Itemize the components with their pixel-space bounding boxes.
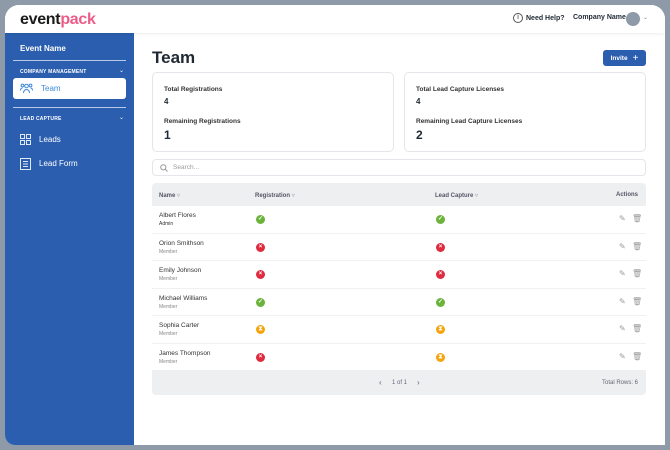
- sidebar-item-lead-form[interactable]: Lead Form: [13, 153, 126, 174]
- form-icon: [20, 157, 31, 170]
- trash-icon[interactable]: 🗑︎: [632, 214, 643, 223]
- lead-capture-status-no-icon: ×: [436, 270, 445, 279]
- edit-icon[interactable]: ✎: [619, 351, 626, 361]
- table-header: Name ▿ Registration ▿ Lead Capture ▿ Act…: [152, 183, 646, 206]
- member-role: Member: [159, 248, 178, 255]
- trash-icon[interactable]: 🗑︎: [632, 269, 643, 278]
- search-icon: [160, 163, 168, 172]
- member-role: Member: [159, 358, 178, 365]
- member-name: James Thompson: [159, 349, 211, 357]
- column-actions: Actions: [615, 192, 638, 198]
- plus-icon: +: [632, 52, 639, 64]
- table-footer: ‹ 1 of 1 › Total Rows: 6: [152, 370, 646, 395]
- total-rows: Total Rows: 6: [601, 380, 638, 386]
- lead-capture-status-no-icon: ×: [436, 242, 445, 252]
- registration-status-no-icon: ×: [256, 242, 265, 252]
- logo[interactable]: eventpack: [20, 11, 96, 28]
- avatar[interactable]: [626, 12, 640, 26]
- member-name: Michael Williams: [159, 294, 208, 302]
- table-row: Michael Williams Member ✓ ✓ ✎ 🗑︎: [152, 289, 646, 316]
- lead-capture-status-ok-icon: ✓: [436, 297, 445, 307]
- chevron-down-icon[interactable]: ⌄: [643, 15, 649, 21]
- users-icon: [20, 83, 33, 94]
- grid-icon: [20, 134, 31, 145]
- table-row: Emily Johnson Member × × ✎ 🗑︎: [152, 261, 646, 289]
- member-name: Orion Smithson: [159, 239, 204, 247]
- lead-capture-status-pend-icon: ⧗: [436, 352, 445, 362]
- member-role: Member: [159, 276, 178, 282]
- column-registration[interactable]: Registration ▿: [255, 193, 295, 199]
- lead-capture-status-pend-icon: ⧗: [436, 325, 445, 334]
- member-name: Albert Flores: [159, 212, 196, 219]
- invite-button[interactable]: Invite +: [603, 50, 646, 66]
- app-window: eventpack i Need Help? Company Name ⌄ Eve…: [5, 5, 665, 445]
- registration-status-ok-icon: ✓: [256, 297, 265, 307]
- sidebar-item-team[interactable]: Team: [13, 78, 126, 99]
- edit-icon[interactable]: ✎: [619, 324, 626, 333]
- edit-icon[interactable]: ✎: [619, 241, 626, 251]
- member-name: Emily Johnson: [159, 267, 202, 274]
- next-page-button[interactable]: ›: [417, 378, 420, 387]
- sidebar: Event Name COMPANY MANAGEMENT ⌄ Team LEA…: [5, 33, 134, 445]
- table-row: Albert Flores Admin ✓ ✓ ✎ 🗑︎: [152, 206, 646, 234]
- divider: [13, 60, 126, 61]
- trash-icon[interactable]: 🗑︎: [632, 296, 643, 306]
- column-name[interactable]: Name ▿: [159, 193, 181, 199]
- member-role: Admin: [159, 221, 174, 227]
- registrations-card: Total Registrations 4 Remaining Registra…: [152, 72, 394, 152]
- table-row: Sophia Carter Member ⧗ ⧗ ✎ 🗑︎: [152, 316, 646, 344]
- registration-status-pend-icon: ⧗: [256, 325, 265, 334]
- column-lead-capture[interactable]: Lead Capture ▿: [435, 193, 479, 199]
- registration-status-ok-icon: ✓: [256, 215, 265, 224]
- page-indicator: 1 of 1: [392, 380, 408, 386]
- table-row: James Thompson Member × ⧗ ✎ 🗑︎: [152, 344, 646, 371]
- lead-capture-card: Total Lead Capture Licenses 4 Remaining …: [404, 72, 646, 152]
- page-title: Team: [152, 48, 196, 67]
- sidebar-item-leads[interactable]: Leads: [13, 129, 126, 150]
- trash-icon[interactable]: 🗑︎: [632, 324, 643, 333]
- company-name[interactable]: Company Name: [573, 14, 626, 21]
- lead-capture-status-ok-icon: ✓: [436, 215, 445, 224]
- info-icon: i: [513, 13, 523, 23]
- registration-status-no-icon: ×: [256, 352, 265, 362]
- section-lead-capture[interactable]: LEAD CAPTURE: [20, 116, 62, 122]
- edit-icon[interactable]: ✎: [619, 296, 626, 306]
- search-input[interactable]: Search...: [152, 159, 646, 176]
- chevron-down-icon[interactable]: ⌄: [119, 68, 125, 74]
- table-row: Orion Smithson Member × × ✎ 🗑︎: [152, 234, 646, 261]
- event-name: Event Name: [20, 44, 66, 53]
- member-role: Member: [159, 331, 178, 337]
- section-company-management[interactable]: COMPANY MANAGEMENT: [20, 69, 87, 75]
- chevron-down-icon[interactable]: ⌄: [119, 115, 125, 121]
- main-content: Team Invite + Total Registrations 4 Remai…: [134, 33, 665, 445]
- member-role: Member: [159, 303, 178, 310]
- trash-icon[interactable]: 🗑︎: [632, 351, 643, 361]
- member-name: Sophia Carter: [159, 322, 200, 329]
- prev-page-button[interactable]: ‹: [379, 378, 382, 387]
- divider: [13, 107, 126, 108]
- trash-icon[interactable]: 🗑︎: [632, 241, 643, 251]
- help-link[interactable]: i Need Help?: [513, 13, 565, 23]
- top-bar: eventpack i Need Help? Company Name ⌄: [5, 5, 665, 33]
- edit-icon[interactable]: ✎: [619, 269, 626, 278]
- team-table: Name ▿ Registration ▿ Lead Capture ▿ Act…: [152, 183, 646, 395]
- registration-status-no-icon: ×: [256, 270, 265, 279]
- edit-icon[interactable]: ✎: [619, 214, 626, 223]
